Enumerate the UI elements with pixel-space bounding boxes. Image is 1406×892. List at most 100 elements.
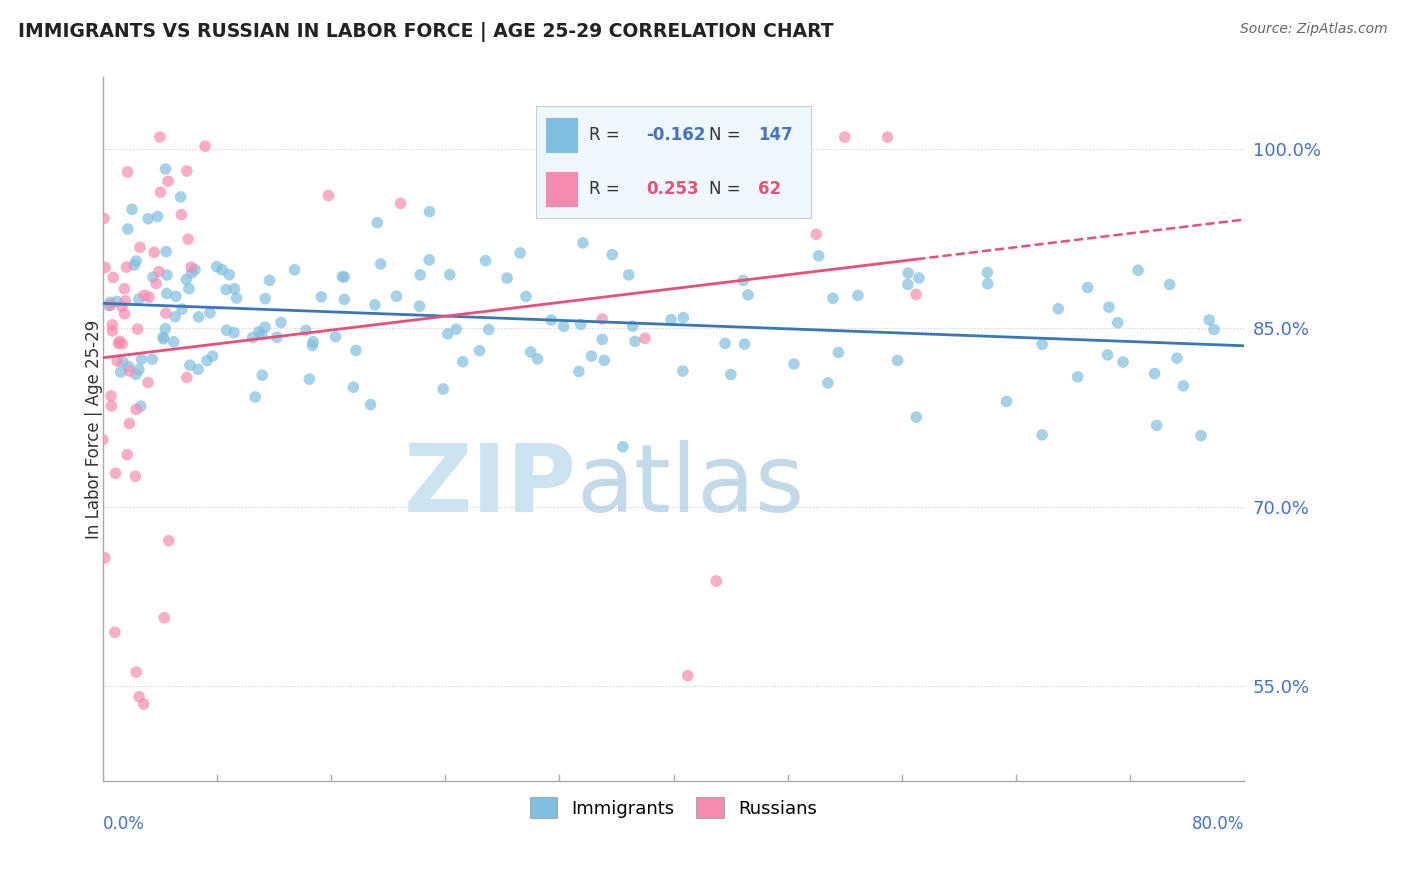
Point (114, 307, 136, 321)
Point (165, 310, 187, 324)
Point (977, 277, 1000, 291)
Point (1198, 313, 1220, 327)
Point (295, 323, 318, 337)
Point (100, 399, 122, 413)
Point (318, 188, 340, 202)
Point (284, 262, 307, 277)
Point (157, 174, 180, 188)
Point (807, 249, 830, 263)
Point (169, 190, 191, 204)
Point (153, 611, 176, 625)
Point (142, 270, 165, 285)
Point (176, 272, 198, 286)
Point (254, 292, 277, 306)
Point (806, 227, 828, 242)
Point (125, 254, 148, 268)
Point (108, 334, 131, 349)
Point (783, 357, 806, 371)
Point (259, 273, 281, 287)
Point (1189, 428, 1212, 442)
Point (180, 266, 202, 280)
Point (672, 310, 695, 325)
Point (302, 334, 325, 349)
Point (540, 313, 562, 327)
Point (834, 130, 856, 145)
Point (418, 204, 440, 219)
Point (180, 260, 202, 274)
Point (117, 359, 139, 374)
Y-axis label: In Labor Force | Age 25-29: In Labor Force | Age 25-29 (86, 320, 103, 539)
Point (121, 202, 143, 217)
Point (418, 252, 440, 267)
Point (105, 294, 128, 309)
Point (1146, 418, 1168, 433)
Point (821, 291, 844, 305)
Point (176, 370, 198, 384)
Point (714, 336, 737, 351)
Point (298, 372, 321, 386)
Point (211, 262, 233, 277)
Point (138, 290, 160, 304)
Point (624, 334, 647, 349)
Point (155, 244, 177, 259)
Point (325, 329, 347, 343)
Point (905, 287, 928, 301)
Point (876, 130, 898, 145)
Point (131, 352, 153, 367)
Point (1047, 301, 1070, 316)
Point (254, 320, 277, 334)
Point (1166, 351, 1188, 366)
Point (136, 211, 159, 226)
Point (201, 349, 224, 363)
Text: atlas: atlas (576, 440, 804, 532)
Point (187, 310, 209, 324)
Point (509, 246, 531, 260)
Point (309, 290, 332, 304)
Point (91, 433, 114, 447)
Point (342, 380, 364, 394)
Point (908, 271, 931, 285)
Point (107, 336, 129, 351)
Point (149, 130, 172, 145)
Point (115, 260, 138, 274)
Point (250, 327, 273, 342)
Point (195, 353, 218, 368)
Text: 0.0%: 0.0% (103, 815, 145, 833)
Point (152, 330, 174, 344)
Point (104, 467, 127, 481)
Point (568, 364, 591, 378)
Point (157, 533, 180, 548)
Point (222, 326, 245, 340)
Point (177, 282, 200, 296)
Point (432, 382, 454, 396)
Point (1159, 277, 1181, 292)
Point (617, 268, 640, 282)
Point (612, 440, 634, 454)
Point (129, 399, 152, 413)
Point (451, 355, 474, 369)
Point (474, 253, 496, 268)
Point (1098, 300, 1121, 314)
Point (215, 283, 238, 297)
Point (165, 289, 187, 303)
Point (1097, 348, 1119, 362)
Text: 80.0%: 80.0% (1192, 815, 1244, 833)
Point (436, 326, 458, 341)
Point (676, 668, 699, 682)
Point (136, 376, 159, 390)
Point (846, 288, 869, 302)
Point (198, 306, 221, 320)
Point (104, 625, 127, 640)
Point (1031, 428, 1053, 442)
Point (98, 295, 121, 310)
Point (496, 271, 519, 285)
Point (266, 330, 288, 344)
Point (247, 325, 270, 339)
Point (672, 364, 695, 378)
Point (905, 410, 928, 425)
Point (125, 368, 148, 382)
Point (163, 334, 186, 349)
Point (242, 330, 264, 344)
Point (94, 550, 117, 565)
Point (148, 264, 170, 278)
